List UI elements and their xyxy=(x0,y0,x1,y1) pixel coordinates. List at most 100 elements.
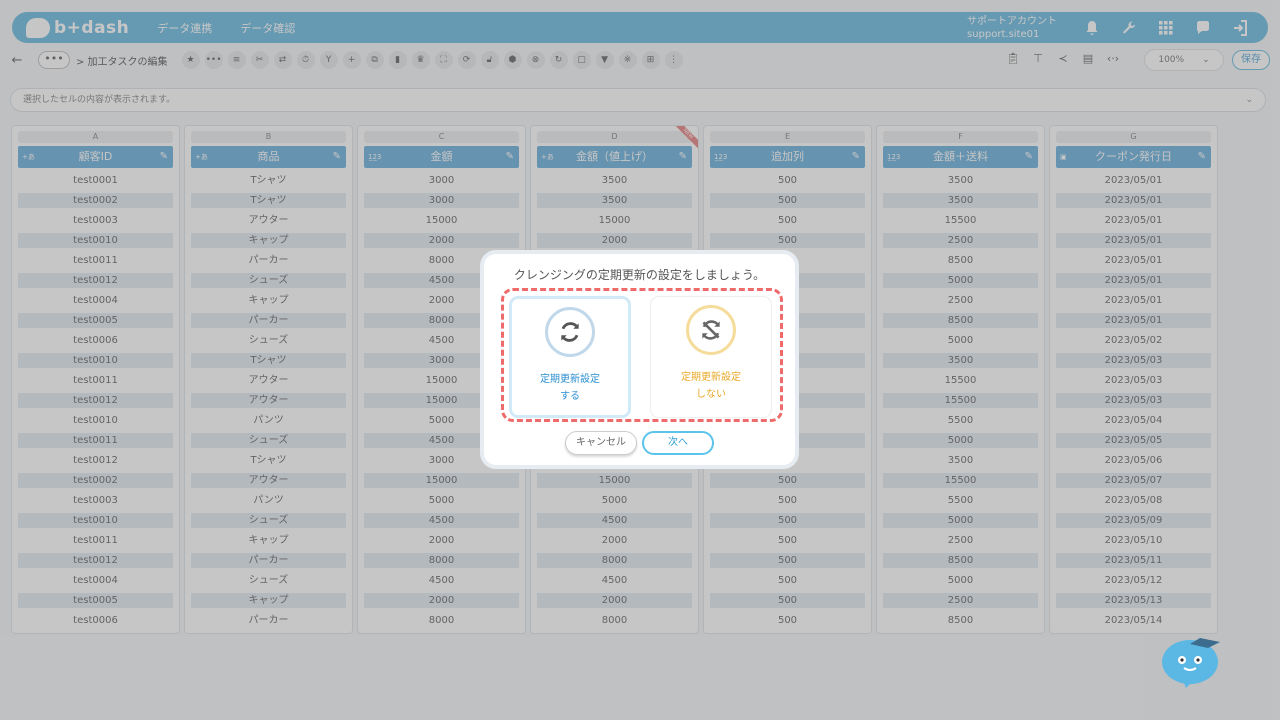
next-button[interactable]: 次へ xyxy=(642,431,714,455)
table-cell[interactable]: test0002 xyxy=(18,193,173,208)
breadcrumb-more-button[interactable]: ••• xyxy=(38,51,70,69)
table-cell[interactable]: 2000 xyxy=(428,535,455,546)
zoom-select[interactable]: 100% ⌄ xyxy=(1144,49,1224,71)
table-cell[interactable]: 2023/05/03 xyxy=(1104,375,1163,386)
flow-icon[interactable]: ⊤ xyxy=(1033,52,1043,65)
table-cell[interactable]: 2023/05/02 xyxy=(1104,335,1163,346)
table-cell[interactable]: キャップ xyxy=(191,593,346,608)
table-cell[interactable]: 2023/05/05 xyxy=(1056,433,1211,448)
table-cell[interactable]: 500 xyxy=(710,593,865,608)
package-icon[interactable]: ⬢ xyxy=(503,51,522,69)
table-cell[interactable]: アウター xyxy=(248,215,289,226)
table-cell[interactable]: パーカー xyxy=(191,553,346,568)
chevron-down-icon[interactable]: ⌄ xyxy=(1245,95,1253,105)
table-cell[interactable]: 5000 xyxy=(883,513,1038,528)
table-cell[interactable]: 5000 xyxy=(883,433,1038,448)
column-letter[interactable]: G xyxy=(1056,131,1211,143)
pencil-icon[interactable]: ✎ xyxy=(505,151,514,162)
split-icon[interactable]: ⋮ xyxy=(664,51,683,69)
account-info[interactable]: サポートアカウント support.site01 xyxy=(967,15,1057,41)
timer-icon[interactable]: ⏱ xyxy=(296,51,315,69)
cancel-button[interactable]: キャンセル xyxy=(565,431,637,455)
pencil-icon[interactable]: ✎ xyxy=(159,151,168,162)
table-cell[interactable]: パーカー xyxy=(248,255,289,266)
table-cell[interactable]: test0012 xyxy=(18,393,173,408)
list-icon[interactable]: ≡ xyxy=(227,51,246,69)
option-disable-refresh[interactable]: 定期更新設定 しない xyxy=(650,296,772,418)
table-cell[interactable]: 2023/05/03 xyxy=(1056,353,1211,368)
table-cell[interactable]: 15500 xyxy=(944,375,977,386)
chat-support-icon[interactable] xyxy=(1194,19,1212,37)
nav-data-check[interactable]: データ確認 xyxy=(240,21,296,35)
table-cell[interactable]: 500 xyxy=(777,615,798,626)
table-cell[interactable]: 2000 xyxy=(428,295,455,306)
table-cell[interactable]: 2000 xyxy=(537,233,692,248)
table-cell[interactable]: 2023/05/01 xyxy=(1056,313,1211,328)
table-cell[interactable]: シューズ xyxy=(191,273,346,288)
table-cell[interactable]: パーカー xyxy=(248,615,289,626)
star-icon[interactable]: ★ xyxy=(181,51,200,69)
app-logo[interactable]: b+dash xyxy=(26,17,129,38)
column-header[interactable]: 1̲2̲3 追加列 ✎ xyxy=(710,146,865,168)
table-cell[interactable]: 4500 xyxy=(537,513,692,528)
table-cell[interactable]: 2023/05/03 xyxy=(1056,393,1211,408)
table-cell[interactable]: 5500 xyxy=(947,495,974,506)
table-cell[interactable]: test0010 xyxy=(73,415,118,426)
table-cell[interactable]: test0011 xyxy=(73,255,118,266)
table-cell[interactable]: パンツ xyxy=(253,495,284,506)
table-cell[interactable]: 2000 xyxy=(537,593,692,608)
unlock-icon[interactable]: 🔓︎ xyxy=(480,51,499,69)
apps-grid-icon[interactable] xyxy=(1157,19,1175,37)
table-cell[interactable]: 8500 xyxy=(883,553,1038,568)
pencil-icon[interactable]: ✎ xyxy=(332,151,341,162)
column-letter[interactable]: F xyxy=(883,131,1038,143)
filter-icon[interactable]: ▼ xyxy=(595,51,614,69)
table-cell[interactable]: 15000 xyxy=(425,215,458,226)
column-header[interactable]: 1̲2̲3 金額＋送料 ✎ xyxy=(883,146,1038,168)
table-cell[interactable]: 5500 xyxy=(947,415,974,426)
table-cell[interactable]: 2023/05/06 xyxy=(1104,455,1163,466)
save-button[interactable]: 保存 xyxy=(1232,50,1270,70)
column-header[interactable]: +あ 金額（値上げ） ✎ xyxy=(537,146,692,168)
table-cell[interactable]: 3000 xyxy=(364,193,519,208)
table-cell[interactable]: 500 xyxy=(710,553,865,568)
box-icon[interactable]: ▢ xyxy=(572,51,591,69)
table-cell[interactable]: test0005 xyxy=(18,313,173,328)
table-cell[interactable]: 15500 xyxy=(944,215,977,226)
code-icon[interactable]: ‹·› xyxy=(1106,52,1120,65)
table-cell[interactable]: 3500 xyxy=(883,193,1038,208)
table-cell[interactable]: Tシャツ xyxy=(191,193,346,208)
table-cell[interactable]: 3500 xyxy=(601,175,628,186)
table-cell[interactable]: パーカー xyxy=(191,313,346,328)
table-cell[interactable]: 2000 xyxy=(364,593,519,608)
table-cell[interactable]: 500 xyxy=(710,233,865,248)
table-cell[interactable]: 8000 xyxy=(428,615,455,626)
column-header[interactable]: +あ 商品 ✎ xyxy=(191,146,346,168)
table-cell[interactable]: アウター xyxy=(248,375,289,386)
back-arrow-icon[interactable]: ← xyxy=(11,52,23,68)
table-cell[interactable]: 4500 xyxy=(428,335,455,346)
table-cell[interactable]: test0012 xyxy=(18,553,173,568)
table-cell[interactable]: 5000 xyxy=(428,415,455,426)
table-cell[interactable]: 8000 xyxy=(601,615,628,626)
table-cell[interactable]: 2023/05/04 xyxy=(1104,415,1163,426)
table-cell[interactable]: 2000 xyxy=(364,233,519,248)
table-cell[interactable]: 8500 xyxy=(947,255,974,266)
table-cell[interactable]: 500 xyxy=(777,175,798,186)
column-letter[interactable]: B xyxy=(191,131,346,143)
table-cell[interactable]: 2023/05/09 xyxy=(1056,513,1211,528)
table-cell[interactable]: 2023/05/01 xyxy=(1056,273,1211,288)
table-cell[interactable]: シューズ xyxy=(248,335,289,346)
table-cell[interactable]: test0011 xyxy=(18,433,173,448)
crown-icon[interactable]: ♛ xyxy=(411,51,430,69)
column-header[interactable]: ▣ クーポン発行日 ✎ xyxy=(1056,146,1211,168)
table-cell[interactable]: 8000 xyxy=(537,553,692,568)
table-cell[interactable]: test0004 xyxy=(73,295,118,306)
table-cell[interactable]: test0010 xyxy=(18,233,173,248)
table-cell[interactable]: test0005 xyxy=(18,593,173,608)
table-cell[interactable]: 2023/05/08 xyxy=(1104,495,1163,506)
table-cell[interactable]: 8500 xyxy=(883,313,1038,328)
column-header[interactable]: 1̲2̲3 金額 ✎ xyxy=(364,146,519,168)
table-cell[interactable]: test0012 xyxy=(73,455,118,466)
table-cell[interactable]: 5000 xyxy=(601,495,628,506)
